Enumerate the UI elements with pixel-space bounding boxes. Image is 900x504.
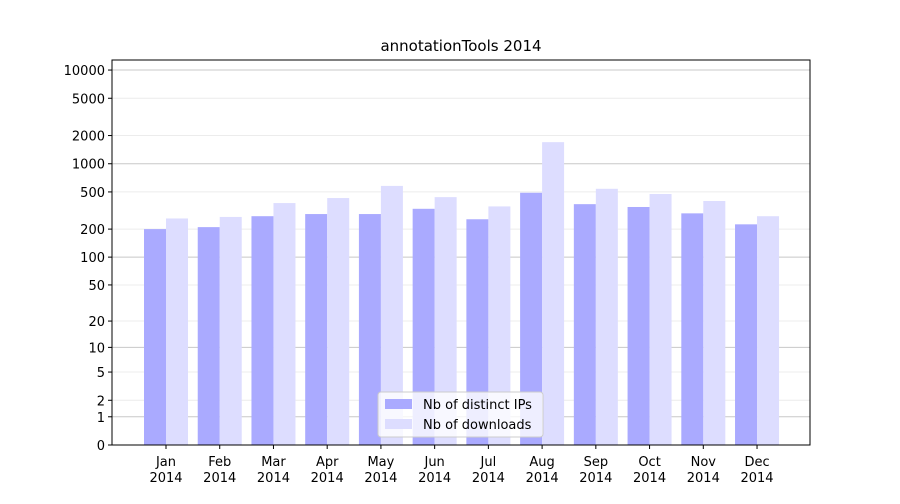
- y-tick-label: 5000: [72, 92, 105, 107]
- x-tick-label: Nov 2014: [687, 455, 720, 486]
- bar: [627, 206, 650, 445]
- legend-label: Nb of distinct IPs: [423, 398, 532, 413]
- bar: [219, 216, 242, 445]
- bar: [273, 203, 296, 445]
- y-tick-label: 500: [80, 186, 105, 201]
- x-tick-label: Mar 2014: [257, 455, 290, 486]
- bar: [327, 198, 350, 445]
- x-tick-label: Jul 2014: [472, 455, 505, 486]
- legend: Nb of distinct IPs Nb of downloads: [377, 391, 544, 438]
- bar: [735, 224, 758, 445]
- bar: [380, 185, 403, 446]
- legend-label: Nb of downloads: [423, 418, 532, 433]
- legend-swatch: [385, 419, 412, 429]
- y-tick-label: 1: [97, 411, 105, 426]
- bar: [703, 200, 726, 445]
- y-tick-label: 200: [80, 223, 105, 238]
- x-tick-label: Apr 2014: [311, 455, 344, 486]
- bar: [358, 214, 381, 445]
- y-tick-label: 10: [88, 341, 105, 356]
- y-tick-label: 20: [88, 315, 105, 330]
- bar: [466, 219, 489, 445]
- bar: [681, 213, 704, 445]
- y-tick-label: 2: [97, 394, 105, 409]
- bar: [412, 208, 435, 445]
- bar: [144, 229, 166, 445]
- y-tick-label: 5: [97, 366, 105, 381]
- bar: [649, 194, 672, 445]
- bar: [166, 218, 188, 445]
- legend-box: [377, 391, 544, 438]
- bar: [595, 188, 618, 445]
- legend-swatch: [385, 399, 412, 409]
- bar: [251, 216, 274, 445]
- bar: [573, 204, 596, 445]
- x-tick-label: Jan 2014: [149, 455, 182, 486]
- y-tick-label: 50: [88, 279, 105, 294]
- x-tick-label: May 2014: [364, 455, 397, 486]
- bar: [197, 227, 220, 445]
- x-tick-label: Jun 2014: [418, 455, 451, 486]
- bar: [757, 216, 780, 445]
- y-tick-label: 1000: [72, 158, 105, 173]
- y-tick-label: 10000: [64, 64, 105, 79]
- bar: [305, 214, 328, 445]
- x-tick-label: Dec 2014: [740, 455, 773, 486]
- bar: [488, 206, 511, 445]
- bar: [542, 142, 565, 445]
- x-tick-label: Aug 2014: [526, 455, 559, 486]
- plot-frame: [111, 59, 811, 446]
- chart-title: annotationTools 2014: [380, 37, 541, 55]
- y-tick-label: 100: [80, 251, 105, 266]
- x-tick-label: Oct 2014: [633, 455, 666, 486]
- bar: [434, 197, 457, 445]
- y-tick-label: 0: [97, 439, 105, 454]
- bar: [520, 192, 543, 445]
- x-tick-label: Sep 2014: [579, 455, 612, 486]
- x-tick-label: Feb 2014: [203, 455, 236, 486]
- y-tick-label: 2000: [72, 130, 105, 145]
